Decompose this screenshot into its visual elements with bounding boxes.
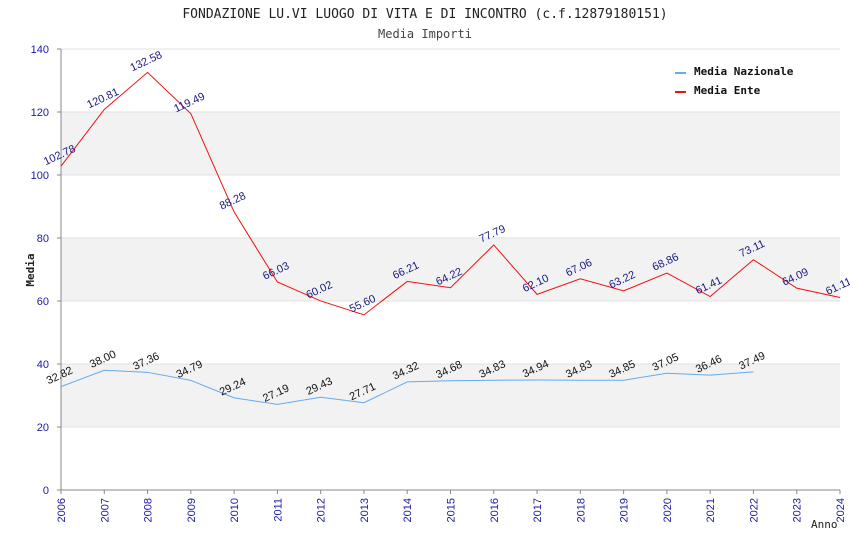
- chart-subtitle: Media Importi: [378, 27, 472, 41]
- y-tick-label: 120: [31, 107, 49, 119]
- x-tick-label: 2015: [446, 498, 458, 522]
- axes: 0 20 40 60 80 100 120 140 2006 2007 2008 2009 2010 20…: [31, 44, 847, 522]
- x-tick-label: 2024: [835, 498, 847, 522]
- plot-band: [61, 238, 840, 301]
- x-tick-label: 2011: [272, 498, 284, 522]
- x-tick-label: 2009: [186, 498, 198, 522]
- x-tick-label: 2006: [56, 498, 68, 522]
- series-line-nazionale: [60, 369, 754, 405]
- y-tick-label: 60: [37, 296, 49, 308]
- x-tick-label: 2012: [316, 498, 328, 522]
- x-tick-label: 2014: [402, 498, 414, 522]
- x-tick-label: 2023: [792, 498, 804, 522]
- x-tick-label: 2021: [705, 498, 717, 522]
- legend-label-ente: Media Ente: [694, 84, 761, 97]
- series-line-ente: [60, 71, 841, 316]
- series-lines: [60, 71, 841, 405]
- chart-title: FONDAZIONE LU.VI LUOGO DI VITA E DI INCO…: [182, 7, 667, 22]
- x-tick-label: 2020: [662, 498, 674, 522]
- x-tick-label: 2019: [619, 498, 631, 522]
- y-tick-label: 80: [37, 233, 49, 245]
- legend: Media Nazionale Media Ente: [675, 65, 794, 97]
- plot-band: [61, 364, 840, 427]
- plot-bands: [61, 112, 840, 427]
- x-tick-label: 2007: [99, 498, 111, 522]
- y-tick-label: 20: [37, 422, 49, 434]
- x-tick-label: 2008: [143, 498, 155, 522]
- x-tick-label: 2010: [229, 498, 241, 522]
- x-tick-label: 2018: [575, 498, 587, 522]
- x-tick-label: 2016: [489, 498, 501, 522]
- data-label: 120.81: [85, 86, 121, 111]
- y-tick-label: 140: [31, 44, 49, 56]
- data-label: 132.58: [129, 49, 165, 74]
- y-tick-label: 100: [31, 170, 49, 182]
- x-tick-label: 2017: [532, 498, 544, 522]
- plot-band: [61, 112, 840, 175]
- y-tick-label: 40: [37, 359, 49, 371]
- y-axis-label: Media: [24, 253, 37, 286]
- x-axis-label: Anno: [811, 518, 838, 531]
- legend-label-nazionale: Media Nazionale: [694, 65, 794, 78]
- x-tick-label: 2022: [748, 498, 760, 522]
- y-tick-label: 0: [43, 485, 49, 497]
- x-tick-label: 2013: [359, 498, 371, 522]
